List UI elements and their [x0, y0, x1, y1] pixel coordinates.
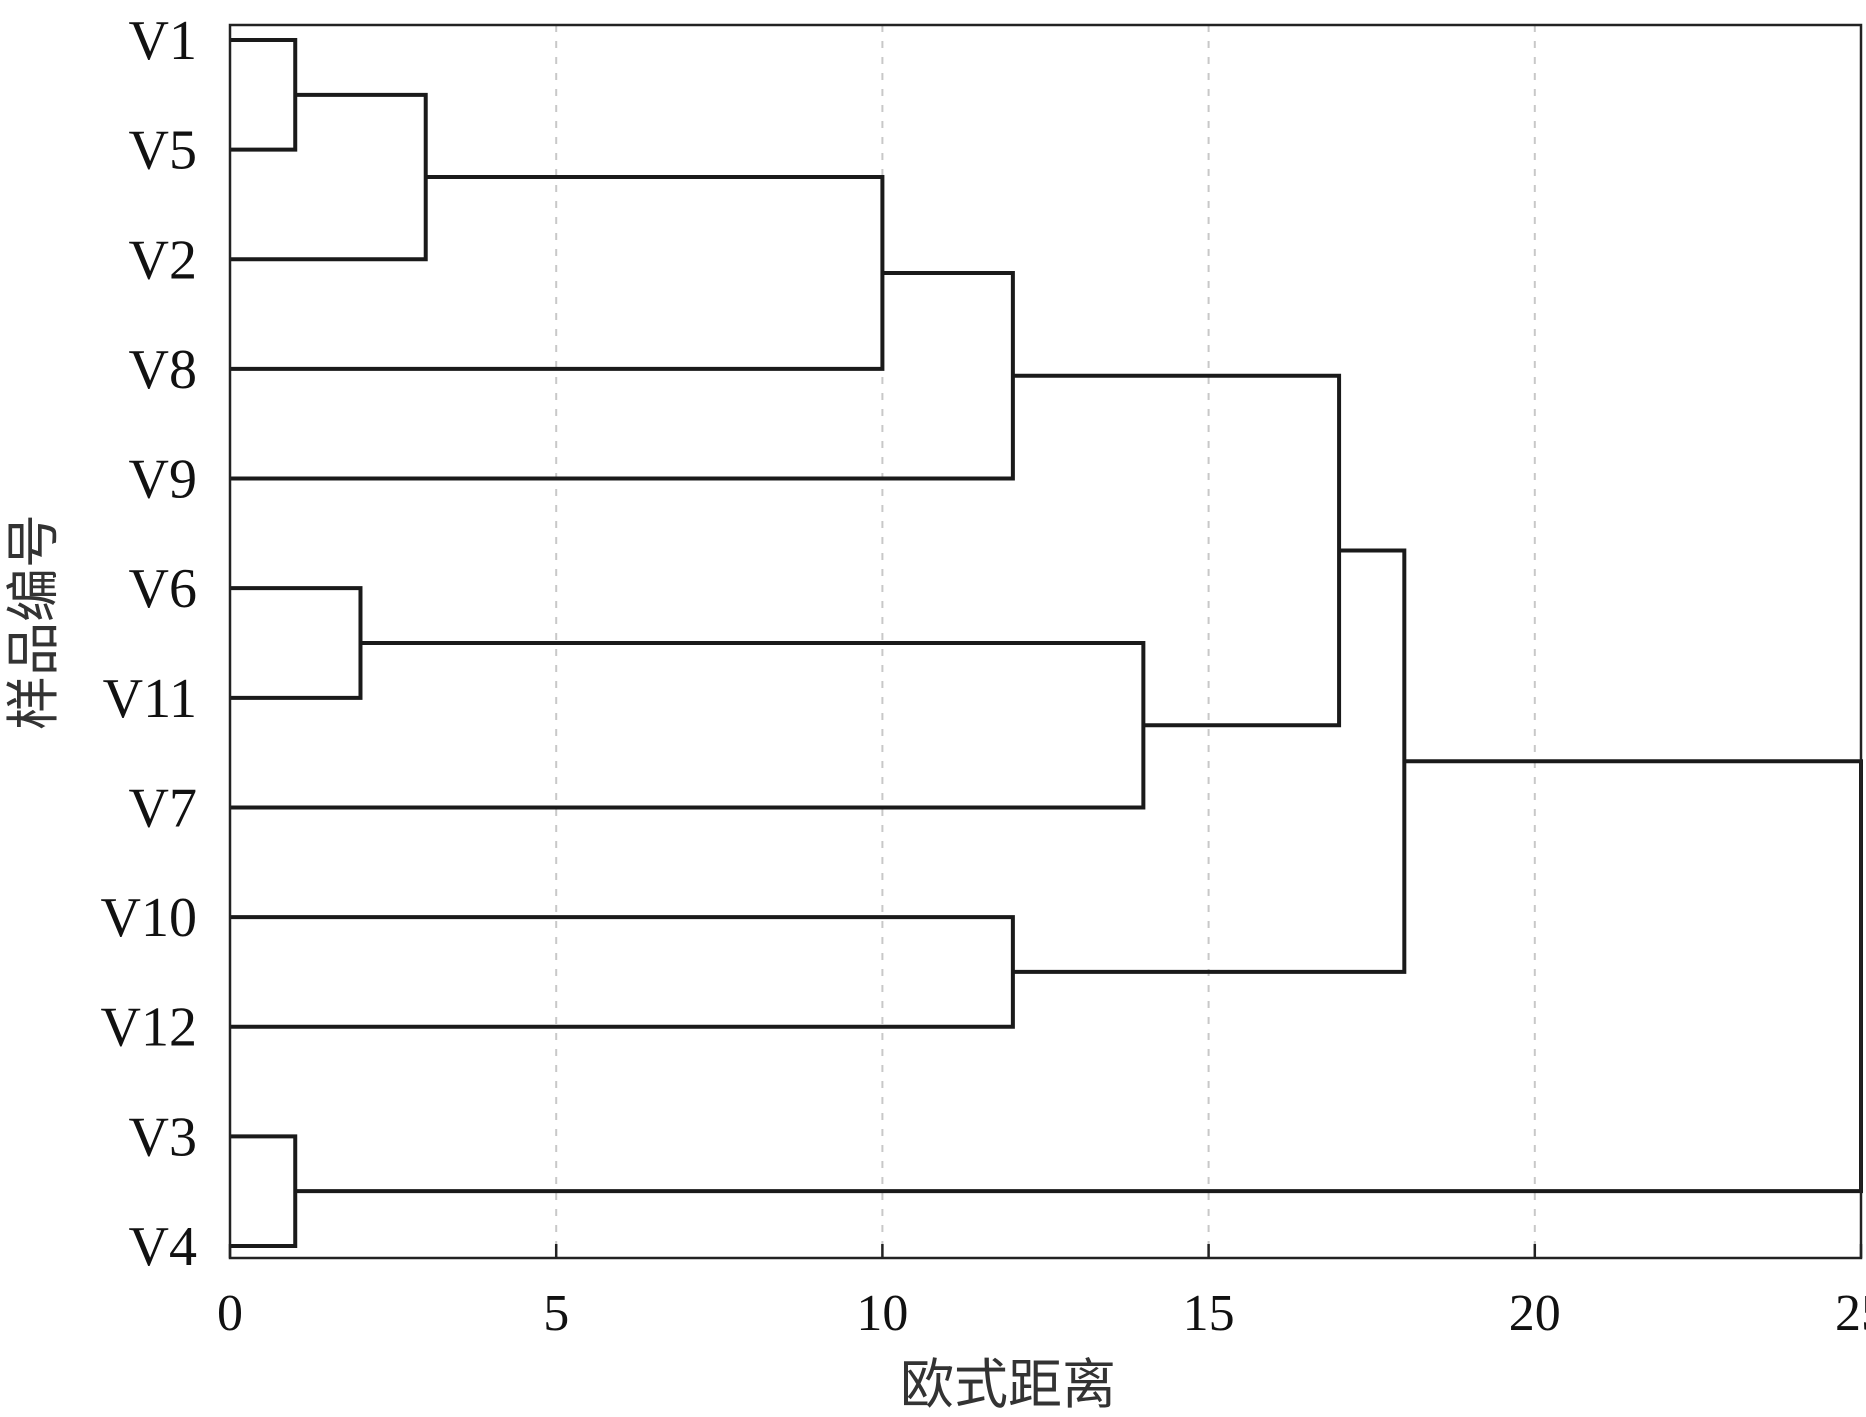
dendrogram-link-c11 [295, 759, 1863, 1194]
leaf-label-v7: V7 [129, 777, 197, 839]
dendrogram-link-c7 [230, 915, 1015, 1029]
x-tick-label-0: 0 [217, 1285, 243, 1342]
grid-lines [555, 25, 1536, 1258]
leaf-label-v10: V10 [101, 887, 197, 949]
dendrogram-link-c2 [230, 1134, 298, 1248]
leaf-label-v9: V9 [129, 449, 197, 511]
dendrogram-links [230, 38, 1863, 1248]
leaf-label-v2: V2 [129, 229, 197, 291]
leaf-label-v8: V8 [129, 339, 197, 401]
leaf-labels: V1 V5 V2 V8 V9 V6 V11 V7 V10 V12 V3 V4 [101, 10, 197, 1278]
leaf-label-v6: V6 [129, 558, 197, 620]
x-tick-label-25: 25 [1835, 1285, 1866, 1342]
dendrogram-link-c6 [230, 270, 1015, 481]
x-axis-ticks: 0 5 10 15 20 25 [217, 1244, 1866, 1342]
leaf-label-v11: V11 [103, 668, 197, 730]
dendrogram-link-c3 [230, 586, 363, 700]
plot-frame [228, 23, 1863, 1260]
leaf-label-v5: V5 [129, 120, 197, 182]
leaf-label-v1: V1 [129, 10, 197, 72]
x-tick-label-5: 5 [543, 1285, 569, 1342]
dendrogram-link-c8 [230, 641, 1146, 810]
dendrogram-link-c4 [230, 92, 428, 262]
x-tick-label-10: 10 [856, 1285, 908, 1342]
dendrogram-link-c1 [230, 38, 298, 152]
y-axis-title: 样品编号 [2, 514, 65, 730]
leaf-label-v3: V3 [129, 1106, 197, 1168]
x-tick-label-20: 20 [1509, 1285, 1561, 1342]
x-tick-label-15: 15 [1183, 1285, 1235, 1342]
x-axis-title: 欧式距离 [900, 1353, 1116, 1416]
dendrogram-link-c9 [1012, 373, 1342, 728]
leaf-label-v4: V4 [129, 1216, 197, 1278]
leaf-label-v12: V12 [101, 997, 197, 1059]
